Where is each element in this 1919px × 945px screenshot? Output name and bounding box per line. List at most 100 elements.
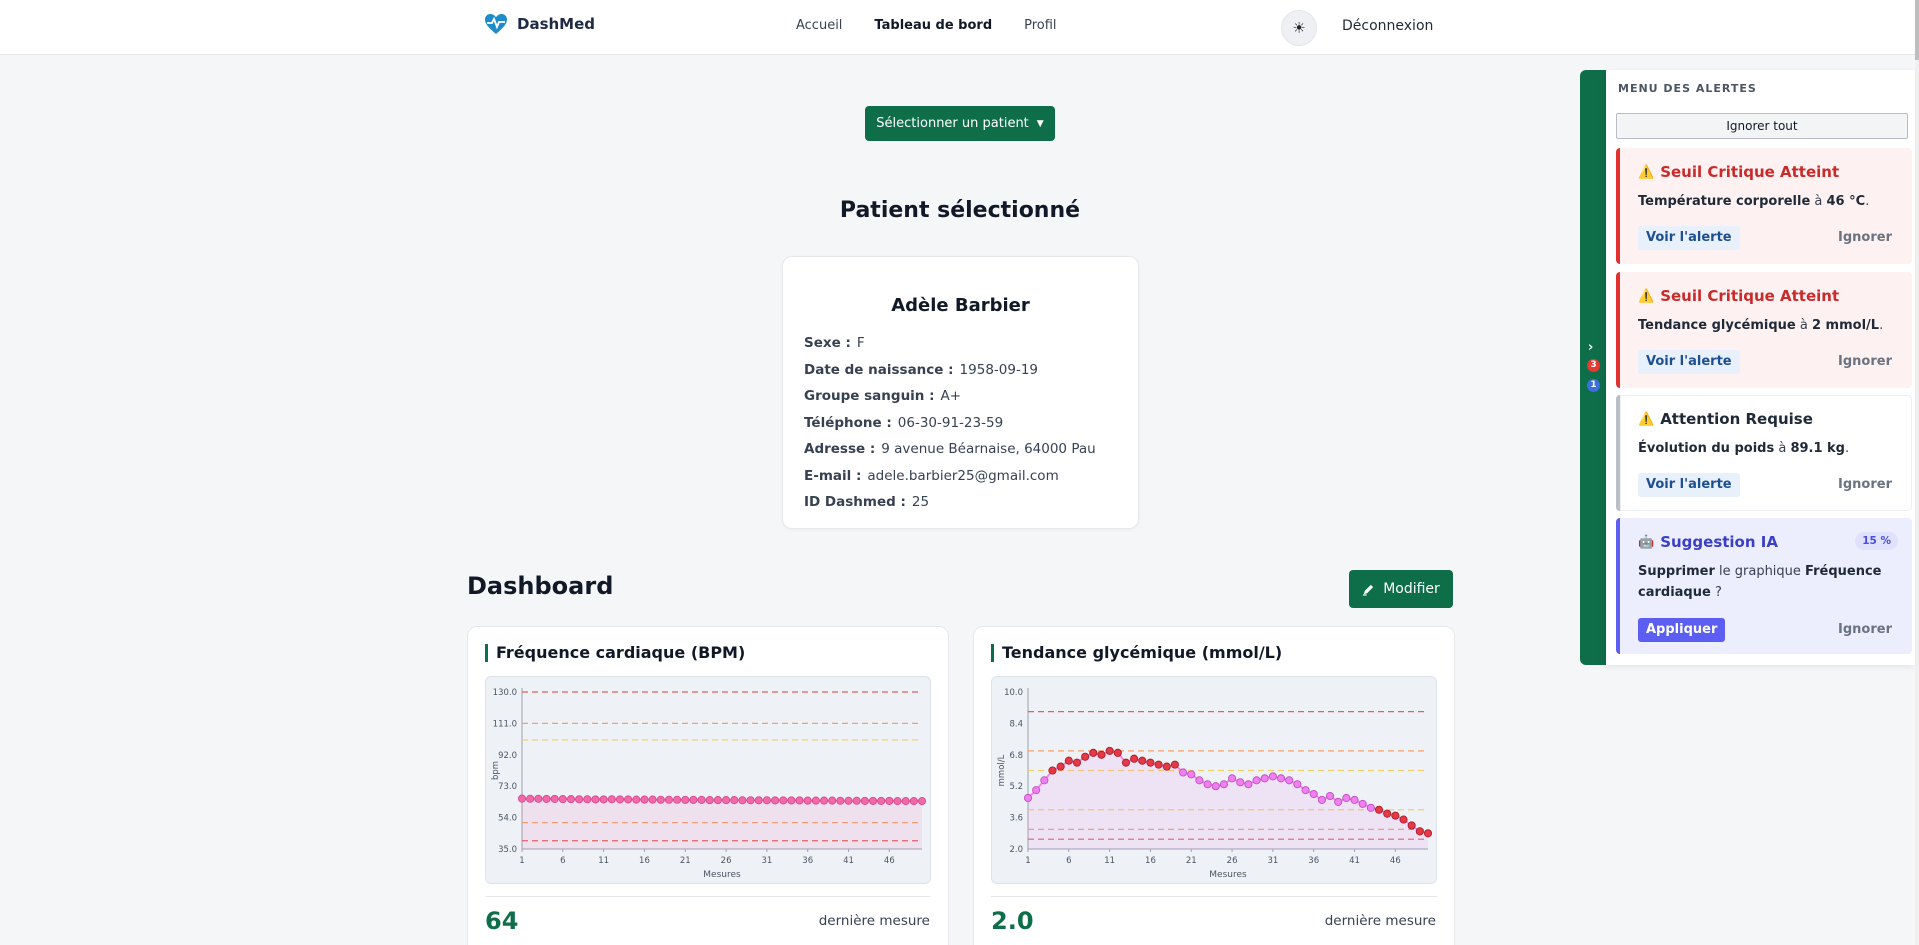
last-value: 2.0 bbox=[991, 907, 1034, 935]
alert-card: ⚠️ Seuil Critique Atteint Tendance glycém… bbox=[1616, 272, 1912, 388]
data-point bbox=[1146, 758, 1155, 767]
view-alert-button[interactable]: Voir l'alerte bbox=[1638, 350, 1740, 374]
chart-glucose: 10.0 8.4 6.8 5.2 3.6 2.0 1 6 11 16 21 26 31 36 41 46 Mes… bbox=[991, 676, 1437, 884]
alert-panel-toggle[interactable]: › 3 1 bbox=[1580, 70, 1606, 665]
data-point bbox=[803, 796, 812, 805]
ai-suggestion-card: 🤖 Suggestion IA 15 % Supprimer le graphiq… bbox=[1616, 518, 1912, 654]
data-point bbox=[1334, 797, 1343, 806]
data-point bbox=[1089, 748, 1098, 757]
ignore-all-button[interactable]: Ignorer tout bbox=[1616, 113, 1908, 139]
data-point bbox=[526, 794, 535, 803]
data-point bbox=[1277, 774, 1286, 783]
data-point bbox=[558, 795, 567, 804]
alert-title-text: Attention Requise bbox=[1660, 410, 1813, 428]
data-point bbox=[1203, 780, 1212, 789]
chart-heart-rate: 130.0 111.0 92.0 73.0 54.0 35.0 1 6 11 16 21 26 31 36… bbox=[485, 676, 931, 884]
logout-link[interactable]: Déconnexion bbox=[1342, 18, 1434, 34]
alert-punct: . bbox=[1865, 194, 1870, 209]
data-point bbox=[787, 796, 796, 805]
info-count-badge: 1 bbox=[1587, 379, 1600, 392]
y-tick-label: 73.0 bbox=[498, 782, 517, 792]
ignore-alert-button[interactable]: Ignorer bbox=[1838, 477, 1892, 492]
view-alert-button[interactable]: Voir l'alerte bbox=[1638, 473, 1740, 497]
y-tick-label: 5.2 bbox=[1009, 782, 1023, 792]
modify-button[interactable]: Modifier bbox=[1349, 570, 1453, 608]
data-point bbox=[1391, 811, 1400, 820]
alert-connector: à bbox=[1810, 194, 1827, 209]
y-tick-label: 92.0 bbox=[498, 751, 517, 761]
data-point bbox=[1317, 795, 1326, 804]
data-point bbox=[1342, 793, 1351, 803]
patient-value: A+ bbox=[940, 388, 962, 404]
data-point bbox=[1162, 762, 1171, 771]
data-point bbox=[917, 797, 927, 806]
x-tick-label: 11 bbox=[1104, 856, 1115, 866]
data-point bbox=[1187, 770, 1196, 779]
last-measure-label: dernière mesure bbox=[818, 913, 930, 929]
x-axis-label: Mesures bbox=[703, 870, 741, 880]
alert-title: ⚠️ Attention Requise bbox=[1638, 410, 1813, 428]
data-point bbox=[1236, 778, 1245, 787]
patient-row-sex: Sexe : F bbox=[804, 330, 1096, 357]
last-value: 64 bbox=[485, 907, 519, 935]
y-tick-label: 111.0 bbox=[493, 719, 517, 729]
apply-suggestion-button[interactable]: Appliquer bbox=[1638, 618, 1726, 642]
alert-card: ⚠️ Attention Requise Évolution du poids à… bbox=[1616, 395, 1912, 511]
x-axis-label: Mesures bbox=[1209, 870, 1247, 880]
data-point bbox=[1154, 760, 1163, 769]
nav-link-dashboard[interactable]: Tableau de bord bbox=[874, 18, 993, 33]
data-point bbox=[1374, 805, 1384, 814]
data-point bbox=[1032, 786, 1041, 795]
ai-action: Supprimer bbox=[1638, 564, 1715, 579]
x-tick-label: 46 bbox=[884, 856, 895, 866]
alert-metric: Température corporelle bbox=[1638, 194, 1811, 209]
alert-punct: . bbox=[1879, 318, 1884, 333]
x-tick-label: 21 bbox=[680, 856, 691, 866]
alert-title-text: Suggestion IA bbox=[1660, 533, 1778, 551]
patient-label: E-mail : bbox=[804, 467, 862, 484]
data-point bbox=[1383, 809, 1392, 818]
heart-pulse-icon bbox=[485, 14, 507, 34]
data-point bbox=[909, 797, 918, 806]
brand[interactable]: DashMed bbox=[484, 13, 595, 35]
sun-icon: ☀ bbox=[1292, 19, 1306, 37]
data-point bbox=[656, 795, 665, 804]
x-tick-label: 41 bbox=[843, 856, 854, 866]
view-alert-button[interactable]: Voir l'alerte bbox=[1638, 226, 1740, 250]
chart-divider bbox=[991, 896, 1437, 897]
data-point bbox=[697, 795, 706, 804]
page-scrollbar[interactable] bbox=[1915, 0, 1919, 945]
data-point bbox=[1081, 752, 1090, 761]
patient-value: adele.barbier25@gmail.com bbox=[867, 467, 1059, 484]
data-point bbox=[852, 796, 861, 805]
data-point bbox=[1325, 791, 1335, 801]
alert-card: ⚠️ Seuil Critique Atteint Température cor… bbox=[1616, 148, 1912, 264]
data-point bbox=[1252, 776, 1261, 785]
ignore-alert-button[interactable]: Ignorer bbox=[1838, 354, 1892, 369]
data-point bbox=[1285, 776, 1294, 785]
y-axis-label: bpm bbox=[491, 761, 501, 780]
alert-message: Évolution du poids à 89.1 kg. bbox=[1638, 438, 1898, 459]
data-point bbox=[648, 795, 657, 804]
patient-details: Sexe : F Date de naissance : 1958-09-19 Gr… bbox=[804, 330, 1096, 516]
alert-connector: le graphique bbox=[1714, 564, 1806, 579]
scroll-thumb[interactable] bbox=[1915, 0, 1919, 60]
nav-link-profil[interactable]: Profil bbox=[1024, 18, 1057, 33]
x-tick-label: 1 bbox=[519, 856, 524, 866]
data-point bbox=[1048, 766, 1057, 775]
data-point bbox=[664, 795, 673, 804]
data-point bbox=[893, 797, 902, 806]
y-axis-label: mmol/L bbox=[997, 754, 1007, 786]
x-tick-label: 31 bbox=[761, 856, 772, 866]
select-patient-button[interactable]: Sélectionner un patient ▼ bbox=[865, 106, 1055, 141]
ignore-suggestion-button[interactable]: Ignorer bbox=[1838, 622, 1892, 637]
ignore-alert-button[interactable]: Ignorer bbox=[1838, 230, 1892, 245]
data-point bbox=[1121, 758, 1131, 767]
data-point bbox=[632, 795, 641, 804]
data-point bbox=[771, 796, 780, 805]
patient-label: Adresse : bbox=[804, 441, 876, 457]
nav-link-accueil[interactable]: Accueil bbox=[796, 18, 843, 33]
theme-toggle-button[interactable]: ☀ bbox=[1281, 10, 1317, 46]
data-point bbox=[795, 796, 804, 805]
